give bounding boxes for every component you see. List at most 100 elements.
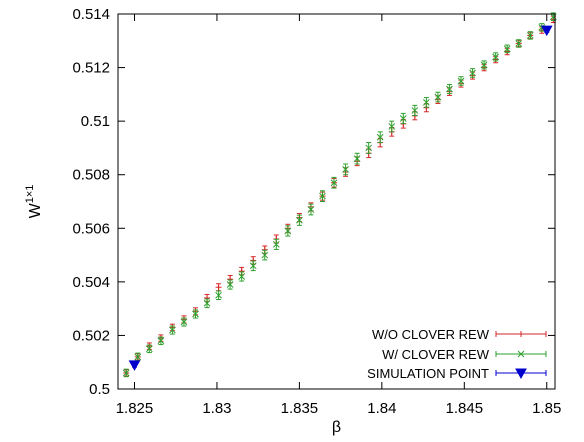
data-point <box>272 238 280 250</box>
marker-cross-b <box>526 32 534 39</box>
marker-cross-b <box>180 318 188 326</box>
marker-cross-b <box>480 61 488 69</box>
marker-cross-b <box>399 115 407 122</box>
marker-cross-b <box>469 69 476 77</box>
marker-cross-b <box>353 155 361 162</box>
data-point <box>365 142 373 154</box>
legend-label: W/ CLOVER REW <box>382 347 490 362</box>
legend: W/O CLOVER REW W/ CLOVER REW SIMULATION PO… <box>367 327 547 381</box>
data-point <box>307 203 315 216</box>
y-axis-label-base: W <box>27 202 44 218</box>
y-tick-label: 0.508 <box>72 167 110 184</box>
marker-cross-b <box>446 85 453 93</box>
marker-cross-b <box>157 337 165 345</box>
marker-cross-b <box>261 251 269 259</box>
data-point <box>446 83 453 95</box>
marker-cross-b <box>388 123 396 130</box>
x-tick-label: 1.84 <box>367 400 396 417</box>
marker-triangle <box>540 25 553 37</box>
y-tick-labels: 0.5 0.502 0.504 0.506 0.508 0.51 0.512 0.514 <box>72 6 110 398</box>
data-point <box>203 298 211 309</box>
y-axis-label: W1×1 <box>24 185 44 219</box>
legend-label: W/O CLOVER REW <box>372 327 490 342</box>
marker-cross-b <box>192 310 199 318</box>
marker-cross-b <box>515 40 523 47</box>
marker-cross-b <box>376 133 384 141</box>
marker-cross-b <box>134 353 142 361</box>
data-point <box>226 279 234 290</box>
x-tick-label: 1.835 <box>281 400 319 417</box>
x-tick-labels: 1.825 1.83 1.835 1.84 1.845 1.85 <box>116 400 562 417</box>
data-point <box>261 249 269 261</box>
data-point <box>503 44 511 54</box>
marker-cross-b <box>457 77 465 85</box>
y-tick-label: 0.506 <box>72 220 110 237</box>
y-tick-label: 0.504 <box>72 274 110 291</box>
marker-cross-b <box>284 227 292 235</box>
data-point <box>319 190 326 202</box>
data-point <box>215 290 222 301</box>
x-tick-label: 1.83 <box>202 400 231 417</box>
data-point <box>284 225 292 237</box>
y-axis-label-superscript: 1×1 <box>24 185 36 204</box>
marker-cross-b <box>238 273 246 280</box>
marker-cross-b <box>434 93 442 101</box>
legend-entry: W/ CLOVER REW <box>382 347 547 362</box>
data-point <box>145 344 153 354</box>
data-point <box>434 91 442 103</box>
data-point <box>353 152 361 165</box>
data-point <box>296 214 303 226</box>
y-tick-label: 0.514 <box>72 6 110 23</box>
data-point <box>249 260 257 272</box>
data-point <box>342 163 349 176</box>
data-point <box>134 352 142 362</box>
data-point <box>480 60 488 70</box>
x-tick-label: 1.845 <box>446 400 484 417</box>
x-tick-label: 1.85 <box>532 400 561 417</box>
y-tick-label: 0.51 <box>81 113 110 130</box>
marker-cross-b <box>517 350 525 358</box>
marker-cross-b <box>503 45 511 53</box>
data-point <box>330 176 338 189</box>
y-tick-label: 0.502 <box>72 327 110 344</box>
data-point <box>526 31 534 40</box>
marker-cross-b <box>342 166 349 173</box>
marker-cross-b <box>411 107 419 114</box>
plot-frame <box>117 13 556 390</box>
axis-ticks <box>118 13 555 390</box>
marker-cross-b <box>492 53 499 61</box>
x-tick-label: 1.825 <box>116 400 154 417</box>
data-point <box>192 309 199 319</box>
data-point <box>388 120 396 133</box>
marker-triangle <box>515 368 527 380</box>
marker-cross-b <box>249 262 257 270</box>
y-tick-label: 0.5 <box>89 381 110 398</box>
y-tick-label: 0.512 <box>72 60 110 77</box>
marker-cross-b <box>203 299 211 307</box>
data-point <box>128 360 141 371</box>
data-point <box>169 325 176 335</box>
data-point <box>492 52 499 62</box>
marker-triangle <box>128 360 141 371</box>
data-point <box>538 23 546 32</box>
marker-cross-b <box>365 144 373 152</box>
data-point <box>122 368 130 378</box>
data-point <box>376 131 384 144</box>
data-point <box>399 112 407 125</box>
marker-cross-b <box>296 216 303 224</box>
marker-cross-b <box>145 345 153 353</box>
data-point <box>157 336 165 346</box>
plot-area <box>122 12 557 378</box>
x-axis-label: β <box>332 419 341 436</box>
data-point <box>180 317 188 327</box>
marker-cross-b <box>319 192 326 200</box>
data-point <box>540 25 553 37</box>
marker-cross-b <box>122 369 130 377</box>
data-point <box>457 76 465 86</box>
marker-cross-b <box>538 24 546 31</box>
data-point <box>238 271 246 282</box>
data-point <box>423 97 430 108</box>
marker-cross-b <box>169 326 176 334</box>
